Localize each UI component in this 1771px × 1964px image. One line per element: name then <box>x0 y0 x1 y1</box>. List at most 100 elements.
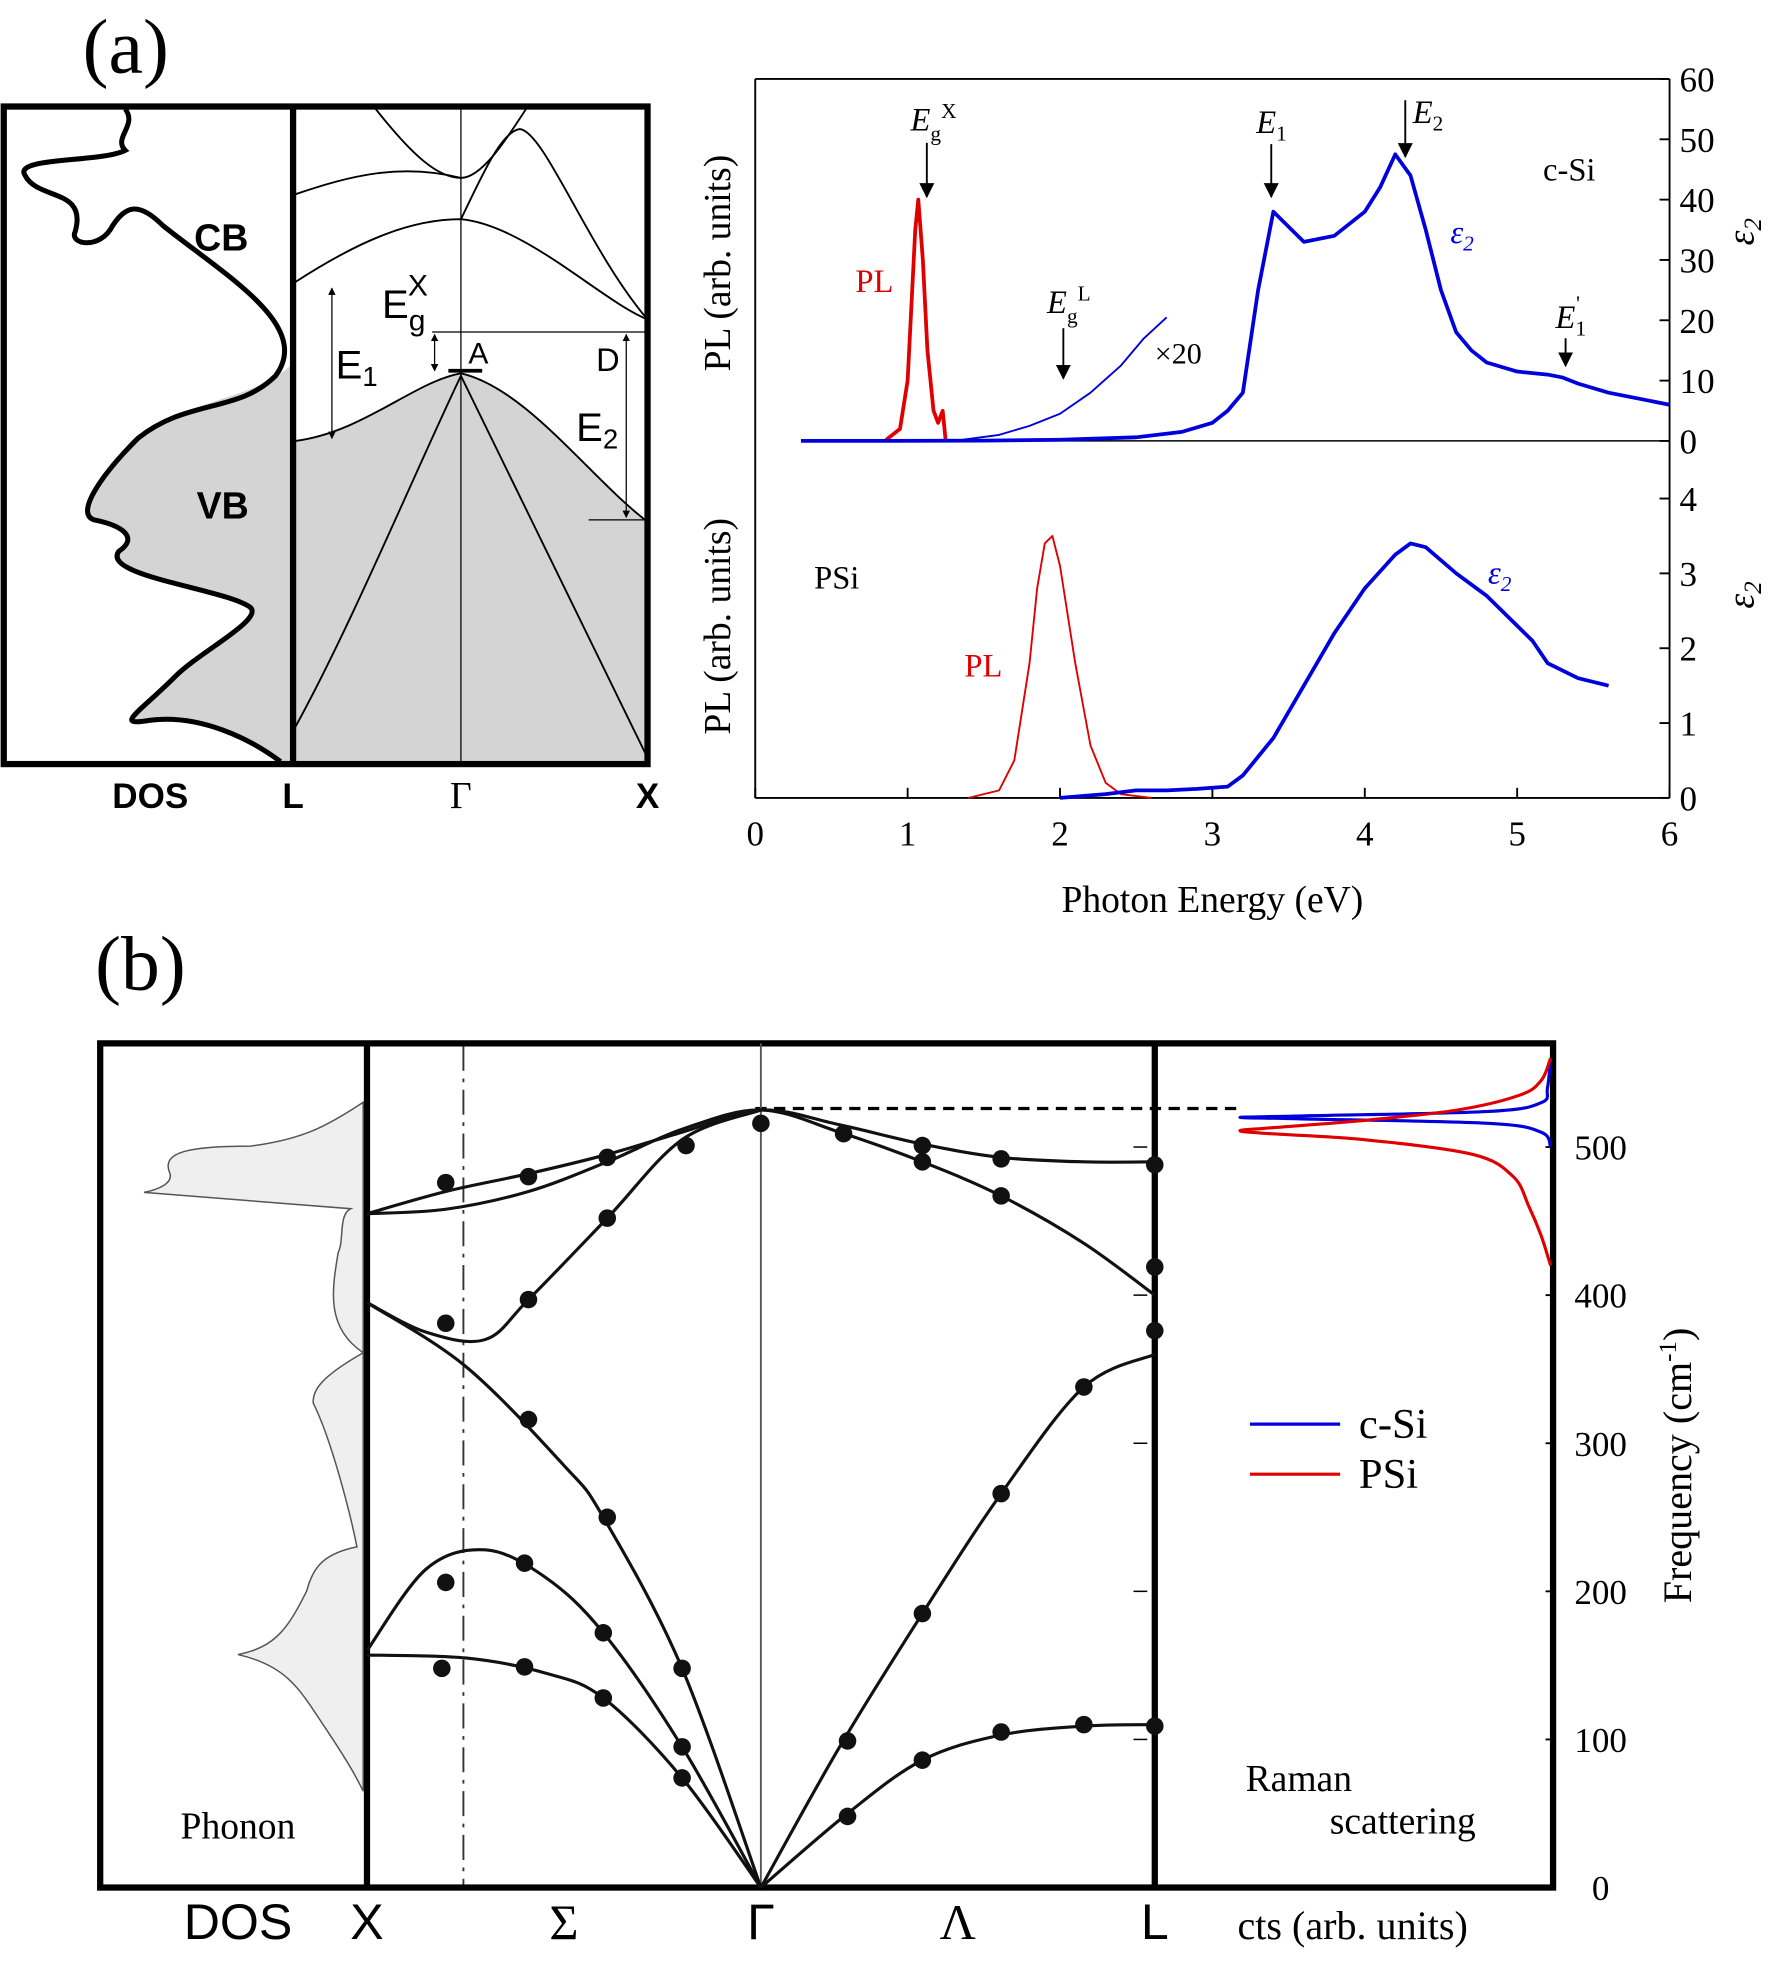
x-label: Γ <box>450 776 472 817</box>
series-label-sub: 2 <box>1501 572 1512 596</box>
x-tick-label: 4 <box>1356 814 1374 853</box>
vb-fill <box>295 373 646 762</box>
y-label: PL (arb. units) <box>698 518 739 735</box>
data-point <box>673 1769 691 1787</box>
data-point <box>1146 1717 1164 1735</box>
a-label: A <box>468 337 488 370</box>
band <box>375 108 527 179</box>
annotation-main: E <box>1046 285 1067 321</box>
annotation-sub: g <box>1067 304 1078 328</box>
x-tick-label: 1 <box>899 814 917 853</box>
data-point <box>594 1689 613 1707</box>
egx-main: E <box>382 283 409 327</box>
egx-sup: X <box>408 270 428 303</box>
y2-tick-label: 0 <box>1680 422 1698 461</box>
egx-sub: g <box>409 305 426 338</box>
annotation-sup: ' <box>1576 292 1580 316</box>
data-point <box>433 1659 451 1678</box>
x-label: Photon Energy (eV) <box>1061 880 1363 921</box>
data-point <box>594 1624 613 1642</box>
y2-label-main: ε <box>1721 594 1762 609</box>
x-tick-label: 0 <box>746 814 764 853</box>
panel-label: (b) <box>95 921 186 1007</box>
e2-main: E <box>576 406 603 450</box>
data-point <box>992 1484 1010 1503</box>
e1-sub: 1 <box>362 361 377 392</box>
annotation-sub: 2 <box>1433 111 1444 135</box>
y-label-main: Frequency (cm <box>1655 1362 1700 1603</box>
spectra-panel: PL (arb. units) PL (arb. units) ε2 ε2 Ph… <box>698 78 1767 921</box>
data-point <box>913 1153 932 1171</box>
series-line <box>800 152 1670 443</box>
y-label: Frequency (cm-1) <box>1655 1328 1700 1604</box>
vb-label: VB <box>197 485 249 527</box>
data-point <box>436 1314 455 1333</box>
legend-label: PSi <box>1359 1451 1418 1498</box>
dispersion-curve <box>759 1723 1155 1889</box>
data-point <box>519 1410 538 1429</box>
x-tick-label: Γ <box>747 1894 775 1950</box>
data-point <box>1146 1156 1164 1174</box>
annotation: E1' <box>1555 292 1587 341</box>
annotation-main: E <box>1255 105 1276 141</box>
e2-label: E2 <box>576 406 618 455</box>
data-point <box>598 1508 617 1527</box>
e1-label: E1 <box>336 343 378 392</box>
band <box>294 373 649 759</box>
annotation-main: E <box>910 102 931 138</box>
band <box>460 128 649 321</box>
y2-tick-label: 40 <box>1680 181 1715 220</box>
dos-curve <box>21 107 287 764</box>
y-tick-label: 200 <box>1574 1573 1627 1612</box>
data-point <box>992 1723 1010 1741</box>
x-label: X <box>636 777 660 816</box>
y-label-tail: ) <box>1655 1328 1700 1341</box>
y2-tick-label: 20 <box>1680 302 1715 341</box>
data-point <box>515 1554 534 1572</box>
annotation-sub: 1 <box>1575 317 1586 341</box>
data-point <box>913 1604 932 1623</box>
x-tick-label: 6 <box>1661 814 1679 853</box>
y2-tick-label: 2 <box>1680 630 1698 669</box>
data-point <box>519 1290 538 1309</box>
data-point <box>838 1732 857 1750</box>
y2-tick-label: 0 <box>1680 779 1698 818</box>
data-point <box>913 1136 932 1155</box>
annotation-sup: X <box>941 99 956 123</box>
y2-tick-label: 1 <box>1680 705 1698 744</box>
y-label: PL (arb. units) <box>698 155 739 372</box>
annotation-sub: g <box>930 121 941 145</box>
raman-line <box>1238 1057 1553 1266</box>
data-point <box>1075 1378 1093 1396</box>
data-point <box>992 1187 1010 1205</box>
y-tick-label: 300 <box>1574 1425 1627 1464</box>
series-label-main: ε <box>1488 556 1501 592</box>
y2-tick-label: 4 <box>1680 480 1698 519</box>
data-point <box>598 1148 617 1167</box>
y2-label-sub: 2 <box>1740 581 1767 594</box>
dispersion-curve <box>365 1548 763 1889</box>
annotation-sub: 1 <box>1276 121 1287 145</box>
dispersion-curve <box>366 1301 763 1889</box>
data-point <box>752 1114 770 1133</box>
frame <box>0 103 651 768</box>
cb-label: CB <box>194 217 248 259</box>
y2-label-sub: 2 <box>1740 218 1767 231</box>
y2-label-main: ε <box>1721 230 1762 245</box>
y-tick-label: 500 <box>1574 1129 1627 1168</box>
data-point <box>834 1124 853 1143</box>
band <box>295 170 462 196</box>
data-point <box>1146 1321 1164 1340</box>
annotation-sup: L <box>1078 282 1091 306</box>
data-point <box>436 1573 455 1592</box>
annotation: E1 <box>1255 105 1287 146</box>
data-point <box>1075 1715 1093 1734</box>
dispersion-curve <box>366 1108 762 1344</box>
y2-tick-label: 50 <box>1680 121 1715 160</box>
series-label: PL <box>855 264 893 300</box>
band <box>295 218 648 321</box>
d-label: D <box>596 342 620 378</box>
y-tick-label: 400 <box>1574 1277 1627 1316</box>
y2-label: ε2 <box>1721 218 1767 245</box>
series-line <box>883 197 948 443</box>
